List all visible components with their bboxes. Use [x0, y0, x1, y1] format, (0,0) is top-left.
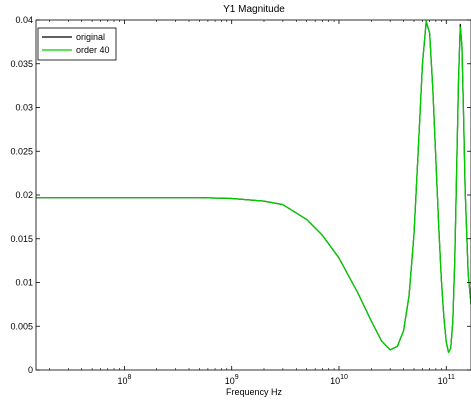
series-layer [36, 20, 471, 354]
axes-layer: 0 0.005 0.01 0.015 0.02 0.025 0.03 0.035 0.04 108… [10, 15, 471, 386]
legend-label-original: original [76, 32, 105, 42]
x-tick-label: 1011 [438, 374, 455, 386]
y-tick-label: 0.01 [15, 278, 33, 288]
y-tick-label: 0.035 [10, 59, 33, 69]
legend: original order 40 [37, 27, 117, 61]
x-tick-label: 108 [117, 374, 131, 386]
legend-label-order-40: order 40 [76, 45, 110, 55]
legend-box [37, 27, 117, 61]
y-tick-label: 0.04 [15, 15, 33, 25]
x-tick-label: 109 [225, 374, 239, 386]
series-line-order-40 [36, 20, 471, 354]
x-axis-label: Frequency Hz [226, 387, 283, 397]
y-tick-label: 0 [28, 365, 33, 375]
y-tick-label: 0.005 [10, 321, 33, 331]
y-tick-label: 0.02 [15, 190, 33, 200]
x-tick-label: 1010 [330, 374, 348, 386]
y-tick-label: 0.015 [10, 234, 33, 244]
chart-title: Y1 Magnitude [223, 4, 285, 15]
y-tick-label: 0.025 [10, 146, 33, 156]
y-tick-label: 0.03 [15, 103, 33, 113]
